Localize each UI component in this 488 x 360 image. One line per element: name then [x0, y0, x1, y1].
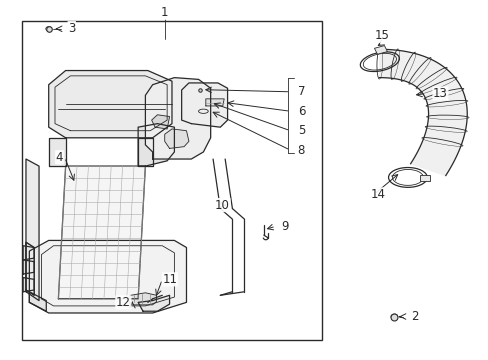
- Text: 4: 4: [56, 151, 63, 164]
- Polygon shape: [23, 260, 34, 274]
- Text: 10: 10: [215, 198, 229, 212]
- Polygon shape: [26, 242, 34, 295]
- Bar: [419, 175, 429, 181]
- Bar: [22, 21, 321, 339]
- Polygon shape: [181, 83, 227, 127]
- Polygon shape: [138, 138, 152, 166]
- Polygon shape: [164, 129, 188, 148]
- Polygon shape: [138, 295, 169, 311]
- Polygon shape: [58, 166, 145, 299]
- Text: 7: 7: [297, 85, 305, 98]
- Polygon shape: [49, 71, 172, 138]
- Text: 2: 2: [410, 310, 418, 323]
- Text: 14: 14: [369, 188, 385, 201]
- Polygon shape: [205, 99, 224, 106]
- Polygon shape: [145, 78, 210, 159]
- Text: 3: 3: [68, 22, 75, 35]
- Polygon shape: [379, 49, 467, 176]
- Bar: [374, 46, 386, 54]
- Polygon shape: [138, 123, 174, 166]
- Polygon shape: [23, 278, 34, 292]
- Text: 5: 5: [297, 124, 305, 137]
- Polygon shape: [49, 138, 65, 166]
- Text: 1: 1: [161, 6, 168, 19]
- Polygon shape: [23, 246, 34, 260]
- Polygon shape: [151, 115, 169, 129]
- Text: 15: 15: [374, 29, 389, 42]
- Text: 6: 6: [297, 105, 305, 118]
- Text: 8: 8: [297, 144, 305, 157]
- Text: 11: 11: [162, 273, 177, 286]
- Polygon shape: [29, 240, 186, 313]
- Polygon shape: [26, 159, 39, 301]
- Text: 12: 12: [116, 296, 131, 309]
- Polygon shape: [127, 293, 156, 305]
- Polygon shape: [29, 292, 46, 311]
- Text: 13: 13: [432, 87, 447, 100]
- Text: 9: 9: [280, 220, 287, 233]
